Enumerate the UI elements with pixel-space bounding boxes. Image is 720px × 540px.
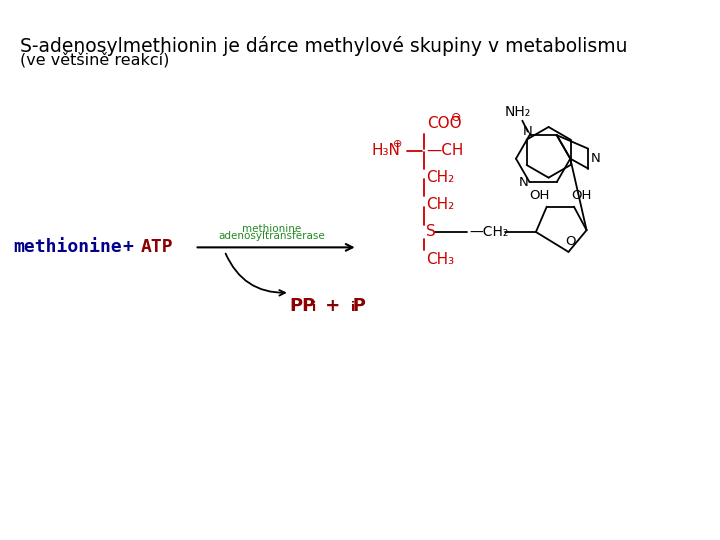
Text: i: i <box>312 301 316 314</box>
Text: +  P: + P <box>319 297 366 315</box>
Text: N: N <box>519 176 529 188</box>
Text: methionine: methionine <box>242 224 301 234</box>
Text: NH₂: NH₂ <box>505 105 531 119</box>
Text: O: O <box>565 234 575 247</box>
Text: PP: PP <box>289 297 316 315</box>
Text: ⊕: ⊕ <box>393 139 402 149</box>
Text: (ve většině reakcí): (ve většině reakcí) <box>20 52 169 68</box>
Text: +: + <box>122 238 133 256</box>
Text: CH₂: CH₂ <box>426 197 454 212</box>
Text: ATP: ATP <box>140 238 173 256</box>
Text: N: N <box>590 152 600 165</box>
Text: —CH: —CH <box>426 143 464 158</box>
Text: OH: OH <box>529 190 549 202</box>
Text: i: i <box>351 301 356 314</box>
Text: OH: OH <box>571 190 591 202</box>
Text: —CH₂: —CH₂ <box>469 225 508 239</box>
Text: COO: COO <box>427 116 462 131</box>
Text: H₃N: H₃N <box>371 143 400 158</box>
Text: CH₂: CH₂ <box>426 170 454 185</box>
Text: ⊖: ⊖ <box>451 111 462 124</box>
Text: S-adenosylmethionin je dárce methylové skupiny v metabolismu: S-adenosylmethionin je dárce methylové s… <box>20 37 627 57</box>
Text: adenosyltransferase: adenosyltransferase <box>218 231 325 241</box>
Text: S: S <box>426 225 436 239</box>
Text: methionine: methionine <box>14 238 122 256</box>
Text: CH₃: CH₃ <box>426 252 454 267</box>
Text: N: N <box>523 125 533 138</box>
FancyArrowPatch shape <box>225 254 285 295</box>
